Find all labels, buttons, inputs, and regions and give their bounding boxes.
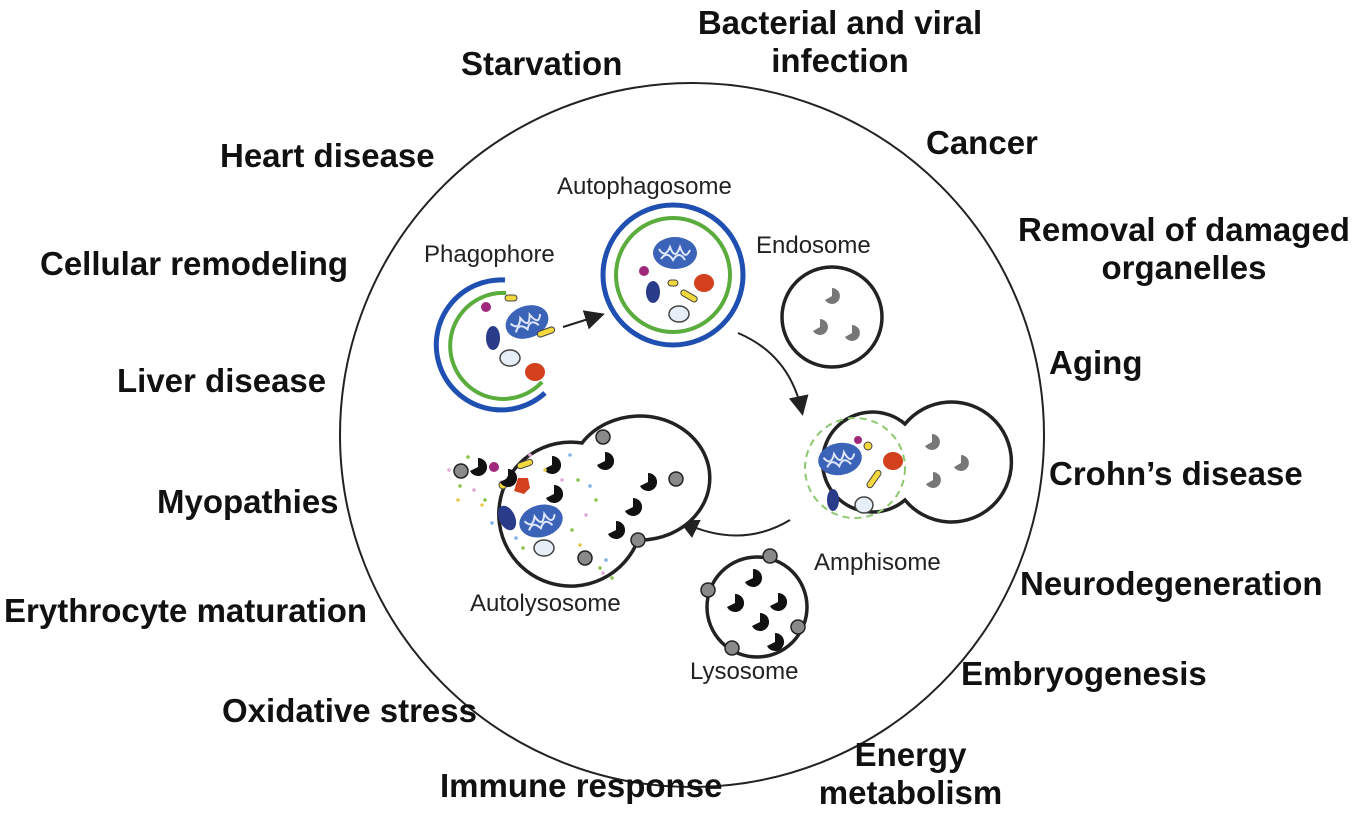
- amphisome-label: Amphisome: [814, 549, 941, 576]
- lysosome-label: Lysosome: [690, 658, 799, 685]
- mitochondrion-icon: [499, 298, 555, 346]
- label-energy-line2: metabolism: [818, 774, 1003, 811]
- label-liver-disease: Liver disease: [117, 362, 327, 399]
- label-neurodegeneration: Neurodegeneration: [1020, 565, 1323, 602]
- label-cancer: Cancer: [926, 124, 1038, 161]
- phagophore-structure: [433, 277, 556, 413]
- autolysosome-label: Autolysosome: [470, 590, 621, 617]
- label-erythrocyte-maturation: Erythrocyte maturation: [4, 592, 368, 629]
- phagophore-label: Phagophore: [424, 241, 555, 268]
- autolysosome-structure: [447, 414, 712, 588]
- autophagosome-to-amphisome-arrow: [737, 332, 809, 416]
- label-oxidative-stress: Oxidative stress: [222, 692, 477, 729]
- label-energy-line1: Energy: [854, 736, 967, 773]
- endosome-label: Endosome: [756, 232, 871, 259]
- label-energy-metabolism: Energy metabolism: [808, 736, 1013, 812]
- mitochondrion-icon: [652, 236, 698, 270]
- autophagosome-label: Autophagosome: [557, 173, 732, 200]
- label-infection-line2: infection: [771, 42, 909, 79]
- amphisome-to-autolysosome-arrow: [678, 519, 791, 538]
- label-embryogenesis: Embryogenesis: [961, 655, 1207, 692]
- label-immune-response: Immune response: [440, 767, 723, 804]
- label-removal-line2: organelles: [1101, 249, 1267, 286]
- autophagosome-structure: [600, 202, 746, 348]
- amphisome-structure: [804, 400, 1014, 524]
- label-crohns-disease: Crohn’s disease: [1049, 455, 1303, 492]
- label-bacterial-viral-infection: Bacterial and viral infection: [682, 4, 998, 80]
- label-starvation: Starvation: [461, 45, 623, 82]
- phagophore-to-autophagosome-arrow: [562, 310, 605, 330]
- label-removal-damaged-organelles: Removal of damaged organelles: [1002, 211, 1366, 287]
- label-myopathies: Myopathies: [157, 483, 339, 520]
- label-heart-disease: Heart disease: [220, 137, 435, 174]
- label-infection-line1: Bacterial and viral: [697, 4, 983, 41]
- cell-boundary-circle: [339, 82, 1045, 788]
- lysosome-structure: [700, 548, 809, 659]
- endosome-structure: [780, 265, 884, 369]
- label-cellular-remodeling: Cellular remodeling: [40, 245, 349, 282]
- label-removal-line1: Removal of damaged: [1018, 211, 1350, 248]
- label-aging: Aging: [1049, 344, 1143, 381]
